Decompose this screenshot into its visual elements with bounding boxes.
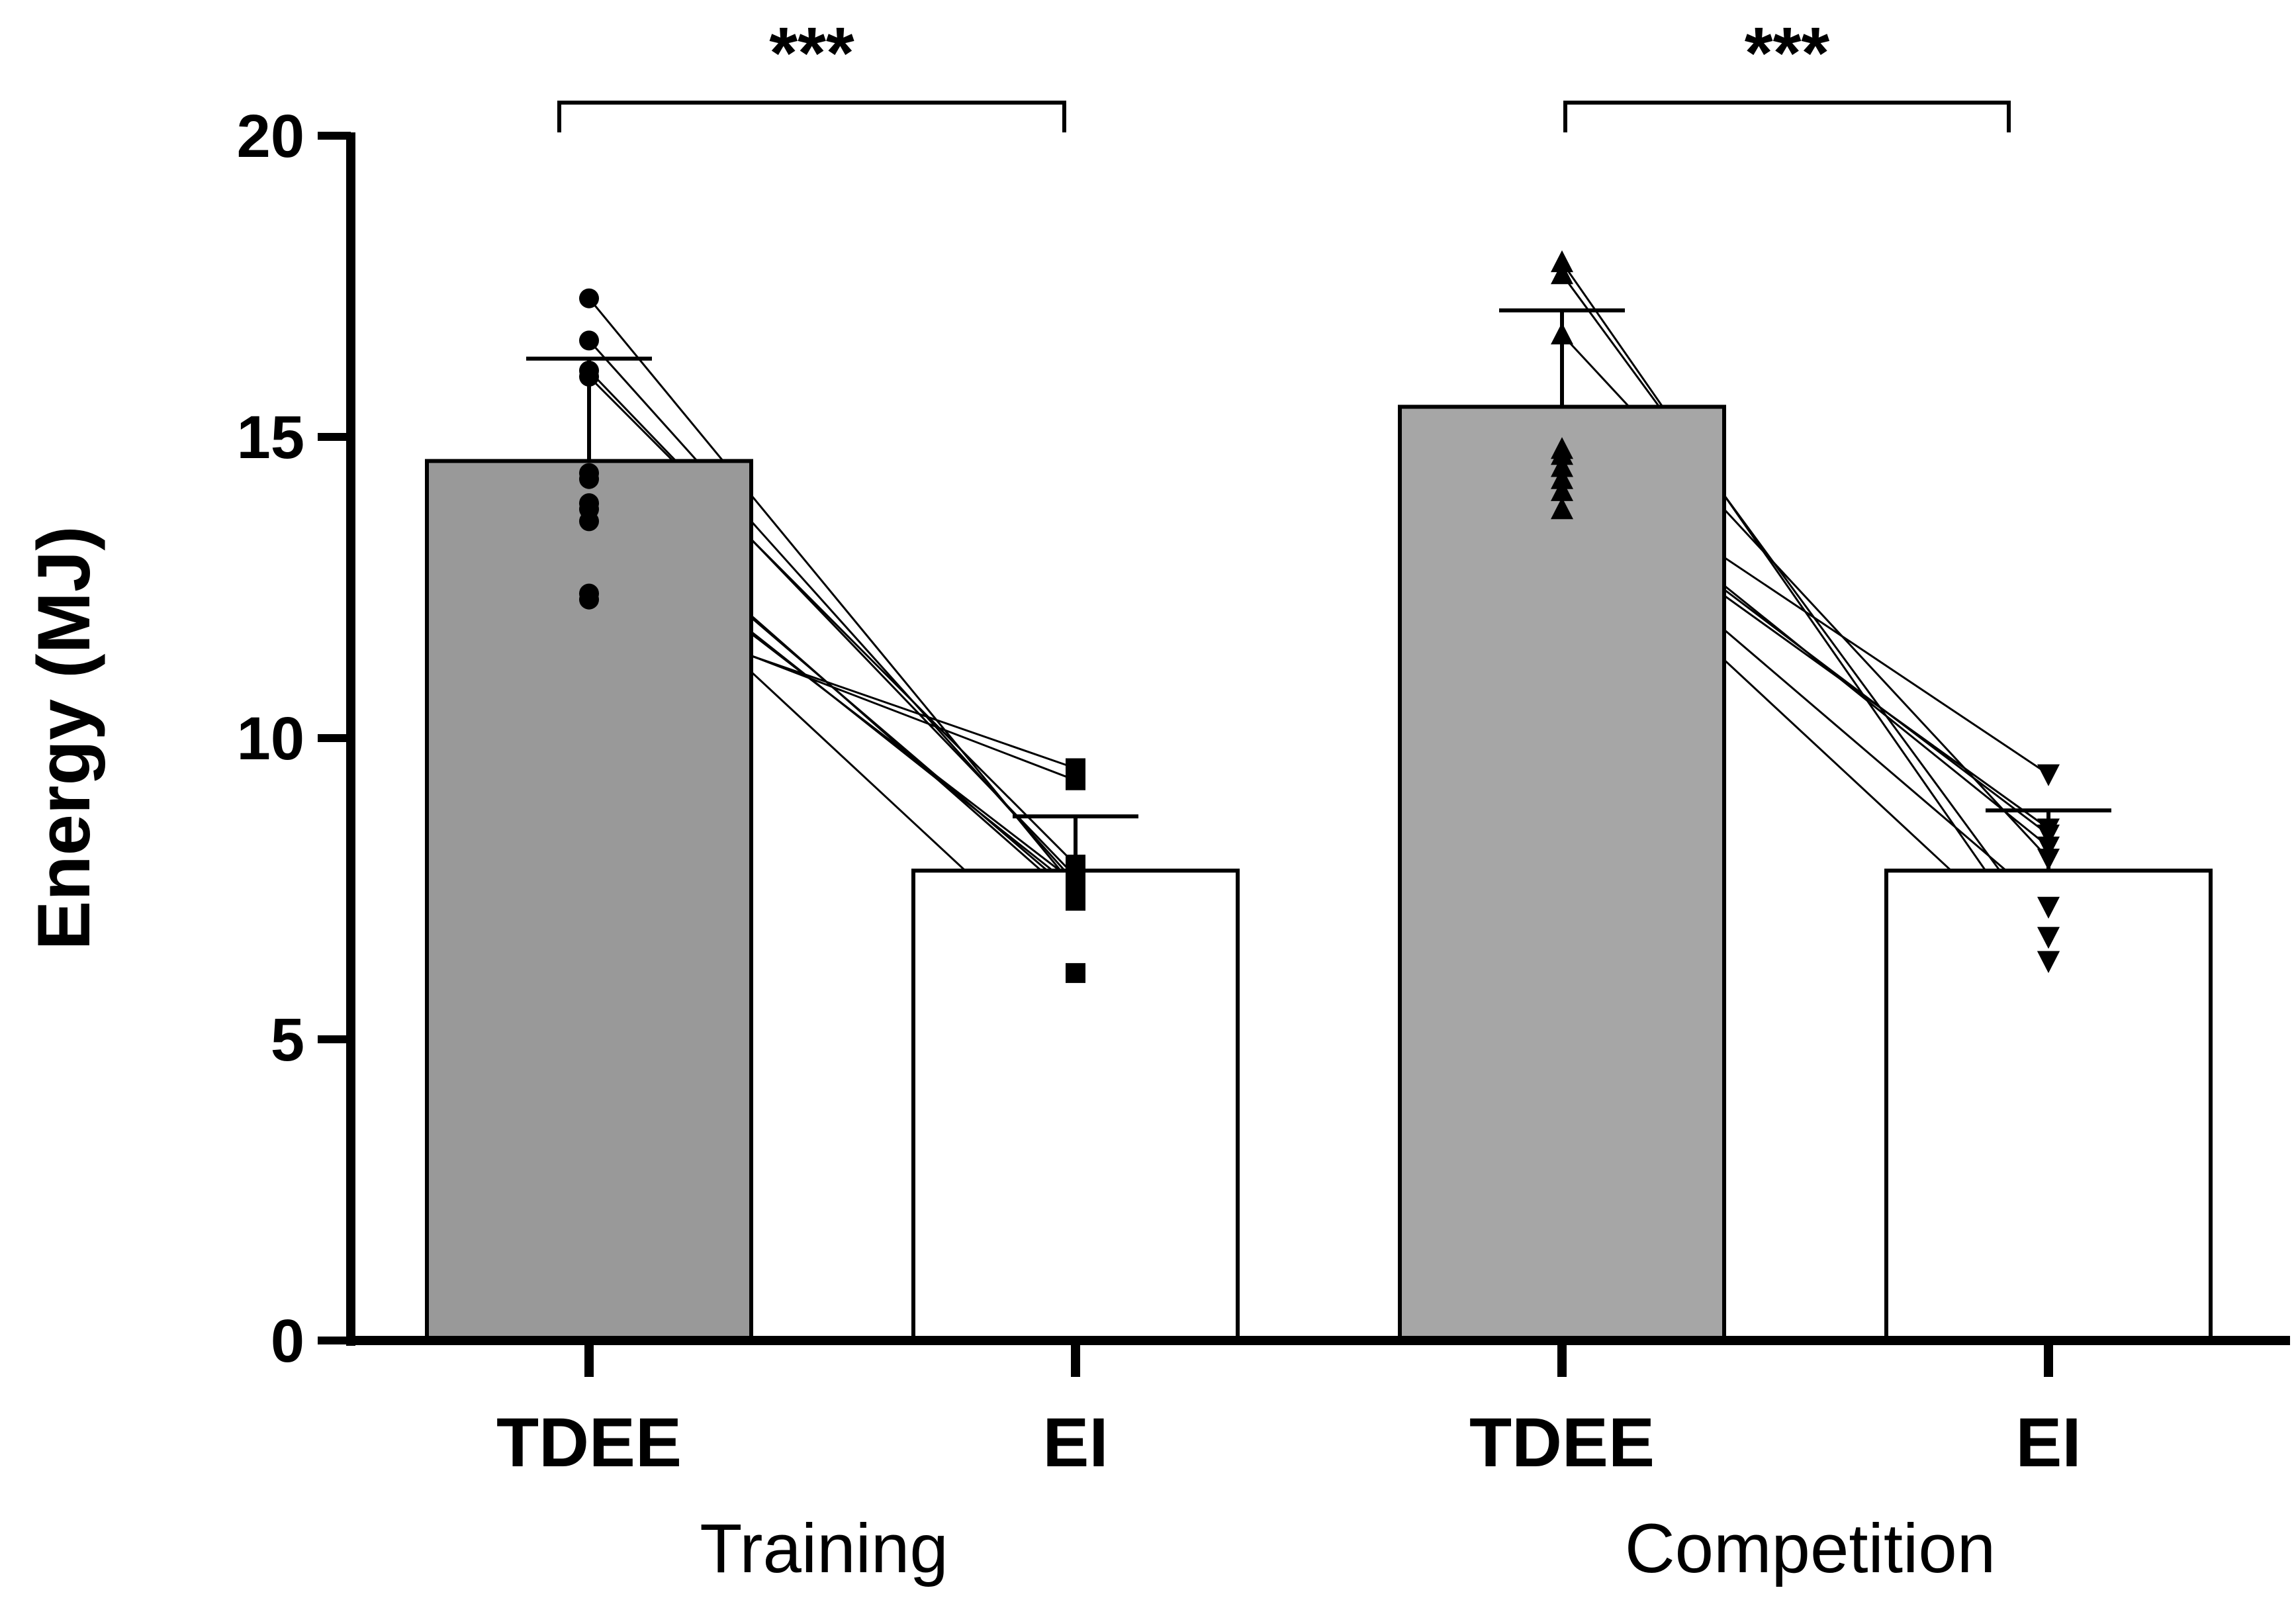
significance-label: *** [1745,13,1830,94]
bar-competition-ei [1884,869,2213,1342]
bars [425,308,2213,1342]
point-training-ei [1066,963,1085,983]
paired-lines [588,261,2050,974]
point-competition-tdee [1551,250,1573,273]
x-tick-label-tdee: TDEE [1469,1404,1655,1482]
significance-bracket [557,101,1066,132]
y-tick-label: 10 [237,705,304,773]
paired-line [588,369,1077,878]
y-tick-label: 0 [271,1307,304,1375]
point-competition-tdee [1551,443,1573,465]
significance-bracket [1563,101,2011,132]
point-competition-tdee [1551,497,1573,520]
paired-line [1561,273,2050,938]
point-training-tdee [579,330,599,351]
point-competition-tdee [1551,322,1573,345]
point-training-tdee [579,367,599,387]
group-label-training: Training [700,1510,948,1587]
x-tick-label-ei: EI [2015,1404,2081,1482]
point-competition-ei [2037,764,2060,786]
point-training-ei [1066,872,1085,893]
labels: 0 5 10 15 20 TDEE EI TDEE EI Training Competition E… [23,13,2082,1587]
group-label-competition: Competition [1625,1510,1996,1587]
x-tick-label-ei: EI [1042,1404,1108,1482]
point-competition-ei [2037,951,2060,973]
point-training-tdee [579,511,599,532]
point-training-tdee [579,589,599,610]
significance-label: *** [769,13,854,94]
point-training-ei [1066,855,1085,875]
point-competition-ei [2037,849,2060,871]
point-competition-ei [2037,927,2060,949]
y-tick-label: 5 [271,1006,304,1074]
point-competition-ei [2037,896,2060,919]
bar-training-ei [911,869,1240,1342]
point-competition-tdee [1551,467,1573,489]
point-competition-tdee [1551,262,1573,285]
point-training-ei [1066,758,1085,778]
y-tick-label: 20 [237,103,304,170]
y-tick-label: 15 [237,404,304,471]
y-axis-title: Energy (MJ) [23,526,105,951]
paired-points [579,250,2060,983]
point-competition-ei [2037,818,2060,841]
axes [318,132,2290,1377]
paired-line [588,375,1077,866]
point-training-tdee [579,288,599,308]
paired-line [588,297,1077,890]
x-tick-label-tdee: TDEE [496,1404,682,1482]
point-competition-tdee [1551,455,1573,477]
bar-competition-tdee [1398,404,1726,1342]
point-competition-tdee [1551,479,1573,501]
point-competition-ei [2037,836,2060,859]
point-training-tdee [579,469,599,489]
